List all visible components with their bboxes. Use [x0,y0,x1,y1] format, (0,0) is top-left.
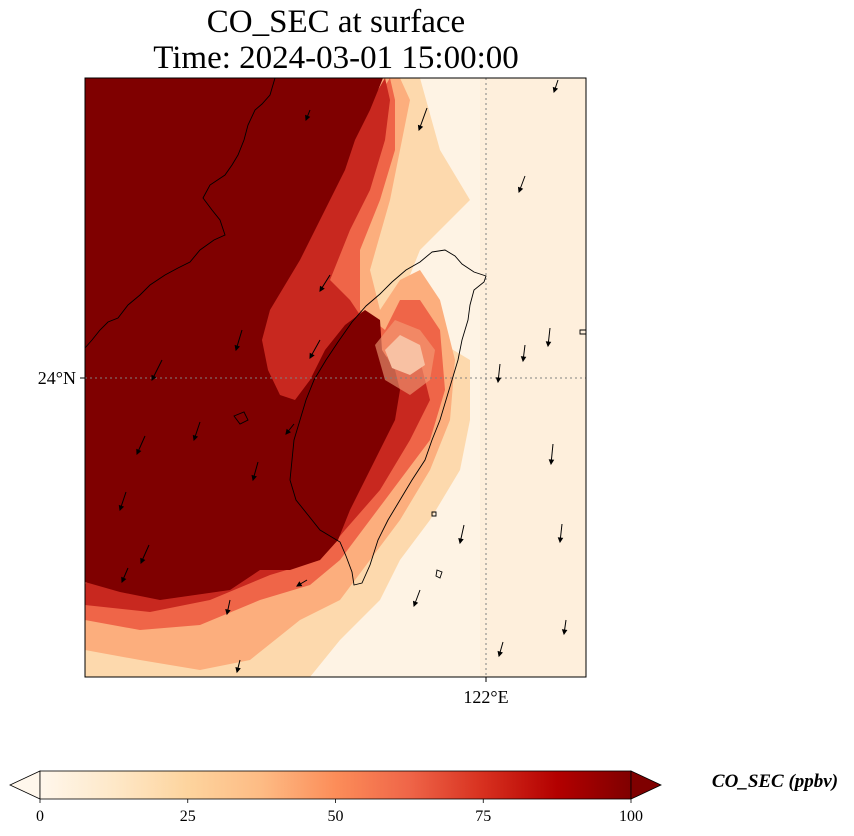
coastline-china-mainland [85,78,276,349]
coastline-islet-3 [233,411,249,425]
coastline-taiwan [289,249,487,586]
wind-vector-head [548,459,555,466]
colorbar-tick-label: 50 [328,808,344,825]
wind-vector-head [121,576,127,584]
wind-vector-head [285,428,292,435]
wind-vector-head [136,448,142,456]
coastline-islet-1 [431,511,437,517]
longitude-label: 122°E [463,687,508,707]
wind-vector-head [557,537,564,544]
wind-vector-head [118,504,125,512]
wind-vectors [118,79,568,674]
wind-vector-head [296,581,303,587]
wind-vector-head [495,377,502,384]
wind-vector-head [552,86,559,94]
wind-vector-head [251,474,257,482]
colorbar: 0 25 50 75 100 CO_SEC (ppbv) [9,770,838,825]
wind-vector-head [192,434,199,442]
map-title-line-2: Time: 2024-03-01 15:00:00 [153,40,519,76]
field-pocket-ring [375,320,435,395]
colorbar-tick-label: 75 [475,808,491,825]
colorbar-label: CO_SEC (ppbv) [712,771,838,792]
colorbar-tick-label: 25 [180,808,196,825]
latitude-label: 24°N [38,368,76,388]
wind-vector-head [235,666,241,674]
colorbar-tick-label: 100 [619,808,643,825]
colorbar-extend-low [9,770,41,800]
wind-vector-head [319,285,325,292]
colorbar-extend-high [630,770,662,800]
coastline [85,78,586,586]
coastline-islet-2 [435,569,443,579]
wind-vector-head [412,600,419,608]
map-title-line-1: CO_SEC at surface [206,4,466,40]
wind-vector-head [309,352,315,359]
wind-vector-head [225,609,231,616]
map-field [85,78,586,677]
wind-vector-head [234,344,240,352]
wind-vector-head [305,114,311,122]
wind-vector-head [151,374,157,382]
wind-vector-head [497,650,503,658]
field-plume-core [85,78,400,600]
wind-vector-head [458,537,464,545]
wind-vector-head [517,186,524,194]
wind-vector-head [561,629,568,636]
colorbar-ticks: 0 25 50 75 100 [36,799,643,825]
colorbar-tick-label: 0 [36,808,44,825]
wind-vector-head [520,356,527,363]
wind-vector-head [417,124,424,132]
colorbar-gradient [39,770,632,800]
wind-vector-head [140,557,146,565]
coastline-islet-east [579,329,586,335]
wind-vector-head [545,341,552,348]
